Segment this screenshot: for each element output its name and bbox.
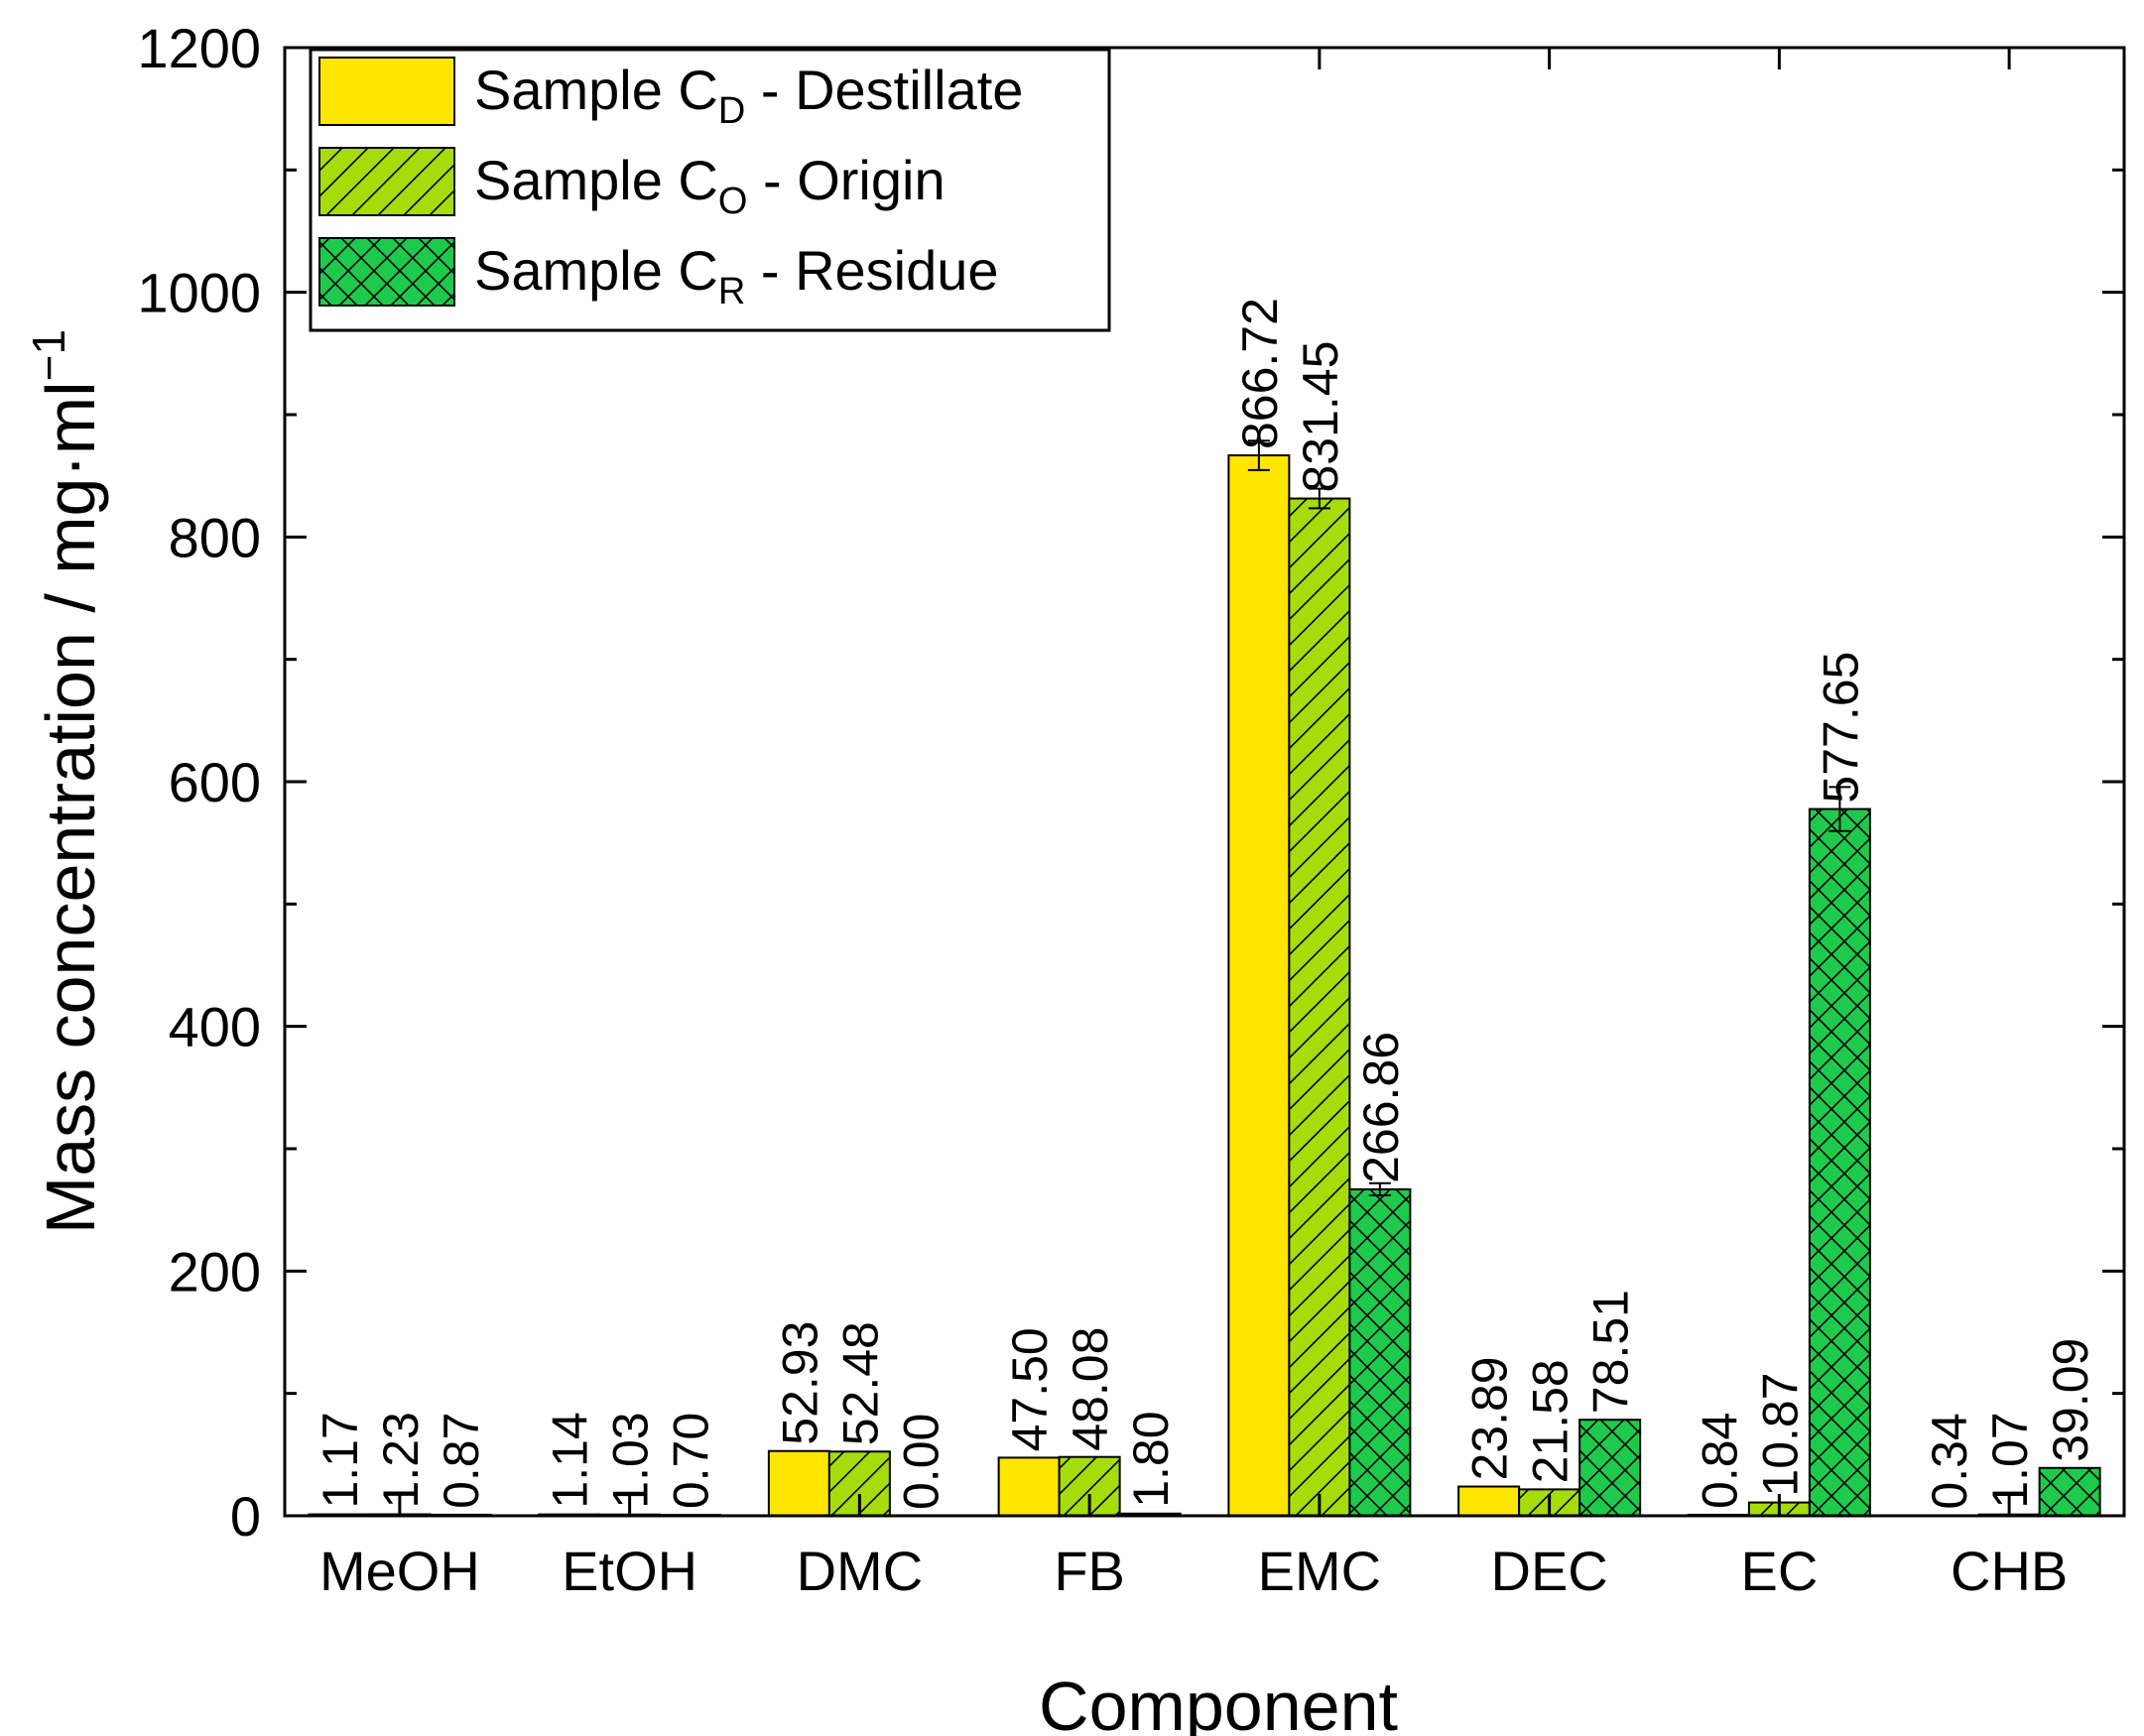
x-tick-label: EtOH xyxy=(562,1540,697,1602)
x-tick-label: DMC xyxy=(797,1540,924,1602)
legend-label: Sample CO - Origin xyxy=(474,149,946,222)
bar xyxy=(1348,1187,1412,1517)
y-tick-label: 0 xyxy=(230,1485,261,1548)
legend-label-main: Sample C xyxy=(474,239,718,302)
data-label: 52.48 xyxy=(832,1321,888,1445)
bar xyxy=(1578,1419,1642,1518)
data-label: 47.50 xyxy=(1002,1327,1058,1451)
data-label: 577.65 xyxy=(1813,652,1868,804)
data-label: 10.87 xyxy=(1752,1372,1808,1496)
data-label: 0.00 xyxy=(893,1414,948,1510)
data-label: 1.07 xyxy=(1982,1412,2038,1508)
x-tick-label: EMC xyxy=(1258,1540,1381,1602)
y-tick-label: 1200 xyxy=(137,17,261,79)
y-tick-label: 200 xyxy=(169,1240,261,1302)
bar xyxy=(1227,454,1291,1518)
x-axis-title: Component xyxy=(1039,1668,1398,1736)
data-label: 1.23 xyxy=(373,1412,429,1508)
data-label: 0.70 xyxy=(664,1413,719,1509)
data-label: 0.84 xyxy=(1692,1413,1747,1509)
data-label: 21.58 xyxy=(1523,1359,1578,1483)
legend-label-main: Sample C xyxy=(474,149,718,211)
x-tick-label: EC xyxy=(1740,1540,1818,1602)
data-label: 23.89 xyxy=(1462,1356,1518,1480)
bar xyxy=(1288,497,1351,1517)
data-label: 1.17 xyxy=(313,1412,368,1508)
data-label: 1.14 xyxy=(543,1412,598,1508)
bars xyxy=(308,439,2101,1518)
data-label: 0.87 xyxy=(434,1413,489,1509)
data-label: 0.34 xyxy=(1922,1413,1977,1509)
x-tick-label: MeOH xyxy=(319,1540,480,1602)
y-axis: 0 200 400 600 800 1000 1200 xyxy=(137,17,2124,1548)
data-label: 52.93 xyxy=(772,1321,827,1445)
legend-label-main: Sample C xyxy=(474,59,718,121)
y-axis-title: Mass concentration / mg·ml−1 xyxy=(23,329,109,1234)
bar xyxy=(997,1456,1061,1517)
data-label: 48.08 xyxy=(1063,1327,1118,1451)
y-tick-label: 800 xyxy=(169,506,261,568)
x-axis: MeOH EtOH DMC FB EMC DEC EC CHB xyxy=(319,48,2068,1602)
bar xyxy=(1457,1485,1521,1517)
legend-label-sub: O xyxy=(718,181,748,222)
y-tick-label: 1000 xyxy=(137,262,261,324)
legend-label-sub: R xyxy=(718,271,745,312)
legend-label-rest: - Residue xyxy=(745,239,998,302)
bar xyxy=(767,1449,830,1518)
bar xyxy=(2038,1466,2101,1517)
x-tick-label: CHB xyxy=(1951,1540,2068,1602)
data-label: 266.86 xyxy=(1353,1032,1409,1183)
data-label: 78.51 xyxy=(1583,1290,1639,1414)
data-label: 1.80 xyxy=(1123,1411,1179,1507)
legend-swatch xyxy=(318,147,455,216)
data-label: 866.72 xyxy=(1232,298,1288,449)
data-label: 1.03 xyxy=(603,1412,659,1508)
data-labels: 1.17 1.23 0.87 1.14 1.03 0.70 52.93 52.480.00 47… xyxy=(313,298,2098,1510)
legend-label: Sample CD - Destillate xyxy=(474,59,1023,132)
legend-label-sub: D xyxy=(718,90,745,132)
x-tick-label: DEC xyxy=(1491,1540,1608,1602)
bar xyxy=(1808,807,1871,1517)
y-axis-title-exponent: −1 xyxy=(23,329,74,381)
legend-label-rest: - Destillate xyxy=(745,59,1023,121)
legend-label: Sample CR - Residue xyxy=(474,239,999,312)
legend-swatch xyxy=(318,57,455,126)
data-label: 831.45 xyxy=(1293,341,1348,493)
x-tick-label: FB xyxy=(1054,1540,1125,1602)
data-label: 39.09 xyxy=(2043,1338,2098,1462)
legend-swatch xyxy=(318,237,455,307)
legend-label-rest: - Origin xyxy=(747,149,945,211)
y-tick-label: 400 xyxy=(169,996,261,1058)
y-axis-title-main: Mass concentration / mg·ml xyxy=(32,381,109,1234)
y-tick-label: 600 xyxy=(169,751,261,813)
